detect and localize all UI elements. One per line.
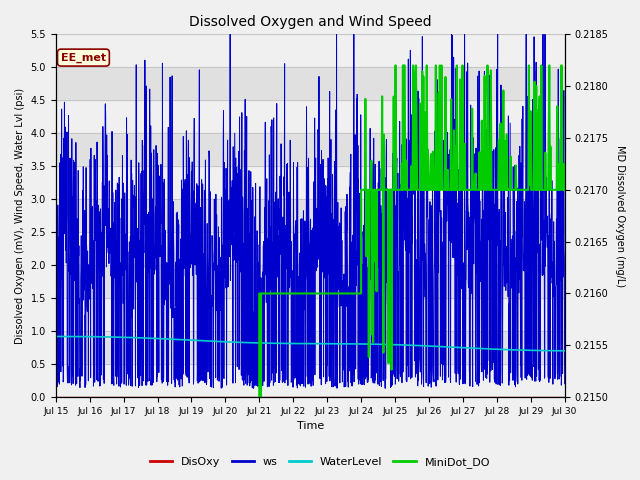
Bar	[56, 1, 564, 35]
X-axis label: Time: Time	[296, 421, 324, 432]
Bar	[56, 67, 564, 100]
Bar	[56, 133, 564, 166]
Y-axis label: Dissolved Oxygen (mV), Wind Speed, Water Lvl (psi): Dissolved Oxygen (mV), Wind Speed, Water…	[15, 88, 25, 344]
Bar	[56, 199, 564, 232]
Bar	[56, 331, 564, 364]
Bar	[56, 265, 564, 298]
Y-axis label: MD Dissolved Oxygen (mg/L): MD Dissolved Oxygen (mg/L)	[615, 144, 625, 287]
Title: Dissolved Oxygen and Wind Speed: Dissolved Oxygen and Wind Speed	[189, 15, 431, 29]
Legend: DisOxy, ws, WaterLevel, MiniDot_DO: DisOxy, ws, WaterLevel, MiniDot_DO	[145, 452, 495, 472]
Text: EE_met: EE_met	[61, 52, 106, 63]
